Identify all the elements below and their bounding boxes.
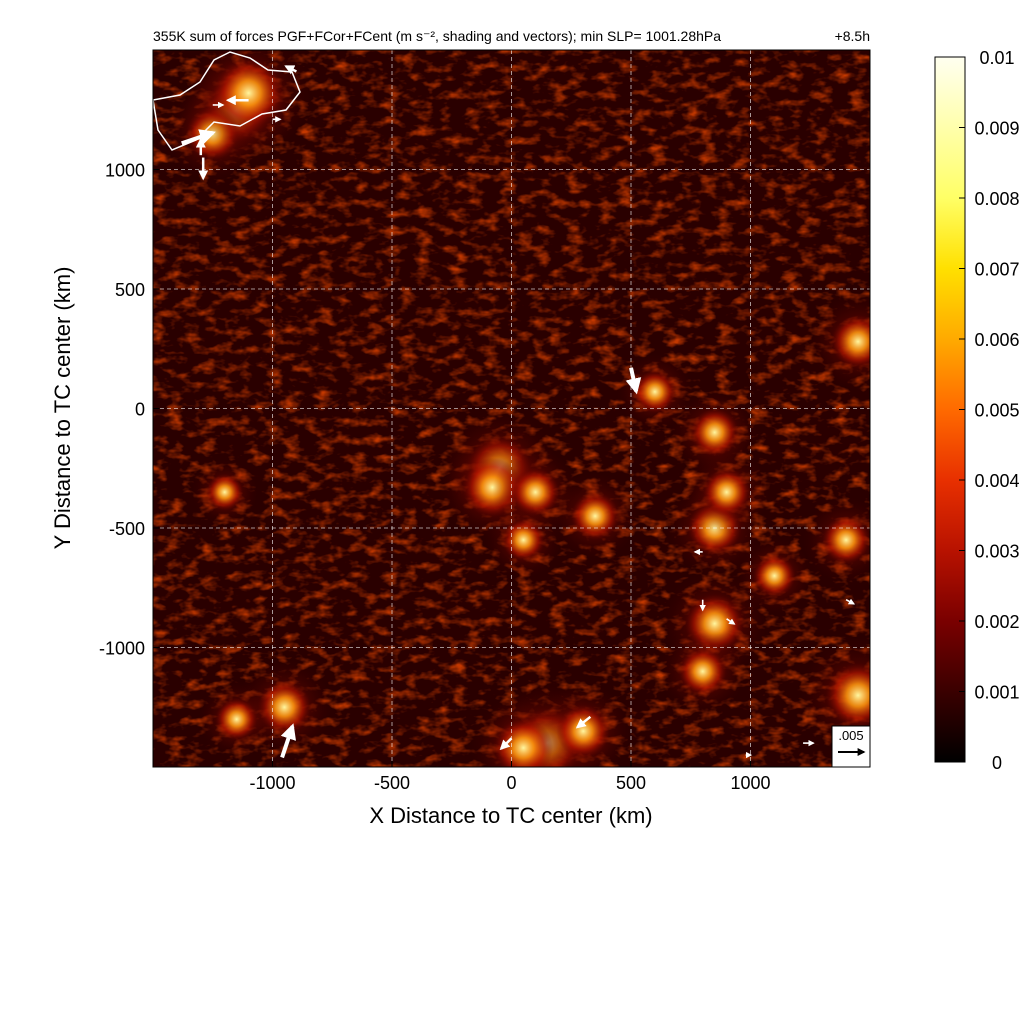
hotspot xyxy=(831,314,870,369)
force-vector xyxy=(726,618,736,625)
y-tick-label: 0 xyxy=(135,400,145,420)
colorbar-tick-label: 0.003 xyxy=(974,542,1019,562)
force-vector xyxy=(499,737,513,751)
colorbar-tick-label: 0.006 xyxy=(974,330,1019,350)
heatmap-hotspots xyxy=(164,50,870,767)
colorbar-tick-label: 0.008 xyxy=(974,189,1019,209)
force-vectors xyxy=(181,65,856,759)
colorbar-tick-label: 0.01 xyxy=(979,48,1014,68)
hotspot xyxy=(215,698,258,741)
force-vector xyxy=(845,598,856,605)
force-vector xyxy=(625,367,642,395)
x-axis-label: X Distance to TC center (km) xyxy=(369,803,652,828)
hotspot xyxy=(690,408,739,457)
colorbar-tick-label: 0 xyxy=(992,753,1002,773)
colorbar-tick-label: 0.009 xyxy=(974,119,1019,139)
hotspot xyxy=(633,370,677,413)
x-tick-label: 1000 xyxy=(730,773,770,793)
y-tick-label: -500 xyxy=(109,519,145,539)
y-tick-label: 1000 xyxy=(105,161,145,181)
x-tick-label: -500 xyxy=(374,773,410,793)
y-tick-label: -1000 xyxy=(99,639,145,659)
time-label: +8.5h xyxy=(835,28,870,44)
hotspot xyxy=(702,468,751,517)
y-tick-label: 500 xyxy=(115,280,145,300)
reference-vector-label: .005 xyxy=(838,728,863,743)
colorbar-tick-label: 0.005 xyxy=(974,401,1019,421)
colorbar-tick-label: 0.004 xyxy=(974,471,1019,491)
plot-area xyxy=(153,50,870,767)
colorbar-tick-label: 0.001 xyxy=(974,683,1019,703)
y-axis-ticks: 1000 500 0 -500 -1000 xyxy=(99,161,159,659)
x-tick-label: 500 xyxy=(616,773,646,793)
chart-title: 355K sum of forces PGF+FCor+FCent (m s⁻²… xyxy=(153,28,721,44)
hotspot xyxy=(213,57,284,129)
gridlines xyxy=(153,50,870,767)
x-tick-label: 0 xyxy=(506,773,516,793)
hotspot xyxy=(571,492,620,541)
hotspot xyxy=(825,662,870,728)
colorbar-tick-label: 0.007 xyxy=(974,260,1019,280)
coastline xyxy=(153,51,301,151)
x-tick-label: -1000 xyxy=(249,773,295,793)
hotspot xyxy=(822,515,870,564)
hotspot xyxy=(556,704,610,758)
hotspot xyxy=(678,647,727,696)
force-vector xyxy=(280,723,297,759)
force-vector xyxy=(575,715,592,729)
hotspot xyxy=(502,518,545,562)
hotspot xyxy=(206,473,244,511)
colorbar-ticks: 0.01 0.009 0.008 0.007 0.006 0.005 0.004 0.003 0… xyxy=(959,48,1020,773)
x-axis-ticks: -1000 -500 0 500 1000 xyxy=(249,761,771,793)
colorbar-tick-label: 0.002 xyxy=(974,612,1019,632)
y-axis-label: Y Distance to TC center (km) xyxy=(50,267,75,550)
reference-vector-box: .005 xyxy=(831,725,871,768)
hotspot xyxy=(753,554,796,597)
force-vector xyxy=(284,65,297,75)
